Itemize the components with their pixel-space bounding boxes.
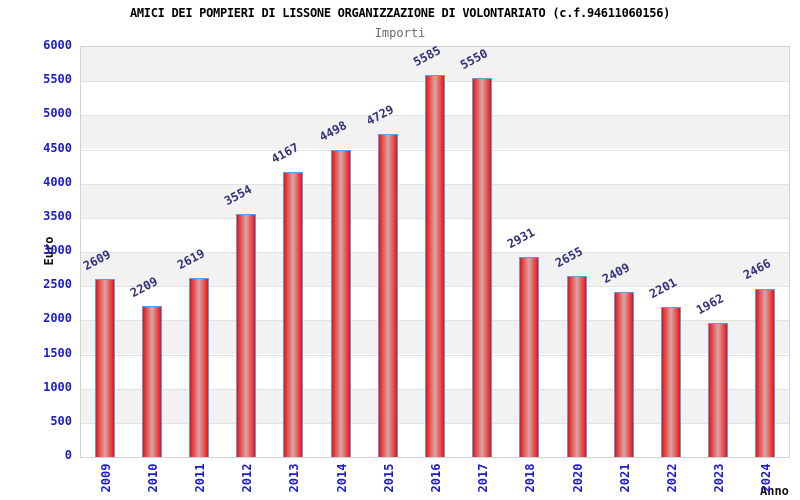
y-tick-label: 6000 bbox=[43, 38, 72, 52]
x-tick-label: 2021 bbox=[617, 463, 632, 493]
bar bbox=[94, 278, 115, 457]
bar bbox=[330, 149, 351, 457]
x-tick-label: 2009 bbox=[98, 463, 113, 493]
y-tick-label: 2000 bbox=[43, 311, 72, 326]
x-tick-label: 2020 bbox=[570, 463, 585, 493]
y-tick-label: 1500 bbox=[43, 345, 72, 360]
y-tick-label: 5500 bbox=[43, 72, 72, 87]
bar bbox=[236, 214, 257, 457]
x-tick-label: 2023 bbox=[712, 463, 727, 493]
plot-area: 2609 2209 2619 3554 4167 4498 4729 5585 5550 2931… bbox=[80, 44, 790, 458]
y-tick-label: 3500 bbox=[43, 208, 72, 223]
chart-title: AMICI DEI POMPIERI DI LISSONE ORGANIZZAZ… bbox=[129, 6, 671, 20]
bar bbox=[189, 278, 209, 457]
y-tick-label: 2500 bbox=[43, 277, 72, 292]
x-tick-label: 2022 bbox=[665, 463, 679, 493]
bar bbox=[141, 306, 162, 457]
x-axis-title: Anno bbox=[760, 484, 789, 498]
bar bbox=[755, 288, 776, 457]
y-tick-label: 3000 bbox=[43, 243, 72, 257]
x-tick-label: 2010 bbox=[145, 463, 160, 493]
y-tick-label: 1000 bbox=[43, 379, 72, 394]
bar bbox=[377, 133, 398, 457]
x-tick-label: 2011 bbox=[193, 463, 207, 493]
bar bbox=[613, 292, 634, 457]
x-tick-label: 2014 bbox=[334, 463, 349, 493]
x-tick-label: 2015 bbox=[381, 463, 396, 493]
x-tick-label: 2013 bbox=[287, 463, 302, 493]
y-tick-label: 4000 bbox=[43, 174, 72, 189]
x-tick-label: 2016 bbox=[429, 463, 443, 493]
y-tick-label: 500 bbox=[50, 413, 72, 428]
bar bbox=[708, 322, 729, 457]
bar bbox=[425, 75, 445, 457]
y-tick-label: 5000 bbox=[43, 106, 72, 121]
chart-subtitle: Importi bbox=[374, 26, 426, 40]
y-tick-label: 4500 bbox=[43, 140, 72, 155]
bar bbox=[566, 275, 587, 457]
x-tick-label: 2018 bbox=[523, 463, 538, 493]
x-tick-label: 2024 bbox=[759, 463, 774, 493]
bar bbox=[661, 306, 681, 457]
x-tick-label: 2017 bbox=[476, 463, 491, 493]
y-tick-label: 0 bbox=[64, 448, 72, 462]
bar bbox=[283, 172, 304, 457]
bar bbox=[472, 77, 493, 457]
bar bbox=[519, 256, 540, 457]
x-tick-label: 2012 bbox=[240, 463, 255, 493]
